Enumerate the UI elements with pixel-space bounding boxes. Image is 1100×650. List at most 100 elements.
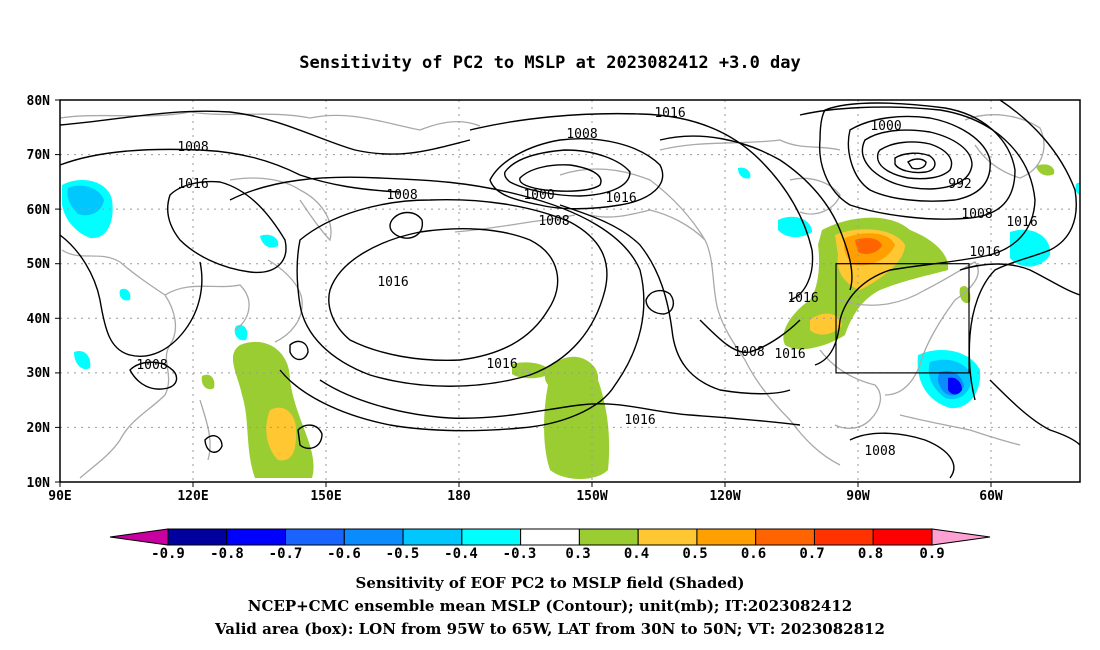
colorbar-segment — [755, 528, 815, 546]
contour-line — [861, 129, 973, 190]
colorbar-segment — [520, 528, 580, 546]
contour-label: 1016 — [787, 291, 818, 306]
colorbar-segment — [343, 528, 404, 546]
contour-line — [894, 152, 936, 174]
lon-label: 120E — [177, 489, 208, 504]
contour-line — [129, 361, 178, 390]
contour-label: 1000 — [523, 188, 554, 203]
colorbar-label: 0.3 — [565, 546, 590, 562]
lon-label: 150E — [310, 489, 341, 504]
caption-line-1: Sensitivity of EOF PC2 to MSLP field (Sh… — [356, 574, 745, 592]
colorbar-segment — [285, 528, 345, 546]
shade-negative-central-asia-core — [67, 185, 104, 216]
contour-line — [699, 319, 801, 354]
contour-label: 1008 — [961, 207, 992, 222]
contour-line — [876, 141, 953, 180]
colorbar-segment — [402, 528, 463, 546]
colorbar-segment — [813, 528, 874, 546]
contour-label: 1016 — [774, 347, 805, 362]
contour-label: 1008 — [386, 188, 417, 203]
colorbar-high-triangle — [931, 528, 991, 546]
coast-greenland — [964, 114, 1045, 179]
coast-north-america-west — [704, 239, 841, 466]
contour-line — [60, 234, 203, 357]
colorbar-label: -0.4 — [444, 546, 478, 562]
lat-label: 30N — [27, 366, 51, 381]
colorbar-segments — [167, 528, 933, 546]
shade-positive-small-3 — [1036, 164, 1055, 176]
colorbar-label: 0.4 — [624, 546, 649, 562]
coast-alaska — [559, 168, 706, 241]
contour-line — [959, 263, 1080, 296]
contour-line — [907, 158, 927, 170]
contour-label: 1008 — [136, 358, 167, 373]
coast-philippines — [199, 399, 211, 461]
colorbar-segment — [637, 528, 698, 546]
lat-label: 50N — [27, 257, 51, 272]
colorbar-label: -0.9 — [151, 546, 185, 562]
coast-okhotsk — [229, 177, 301, 191]
contour-line — [849, 432, 955, 479]
shade-negative-small-5 — [738, 167, 751, 179]
figure-title: Sensitivity of PC2 to MSLP at 2023082412… — [299, 53, 801, 73]
colorbar-label: -0.3 — [503, 546, 537, 562]
contour-line — [659, 135, 853, 291]
coast-caribbean — [899, 414, 1021, 446]
colorbar: -0.9 -0.8 -0.7 -0.6 -0.5 -0.4 -0.3 0.3 0… — [109, 528, 991, 562]
contour-line — [296, 198, 608, 387]
contour-label: 1016 — [1006, 215, 1037, 230]
contour-line — [204, 435, 223, 453]
contour-label: 1016 — [486, 357, 517, 372]
contour-line — [503, 149, 631, 197]
contour-line — [847, 115, 991, 202]
lon-label: 90W — [846, 489, 870, 504]
caption-line-2: NCEP+CMC ensemble mean MSLP (Contour); u… — [248, 597, 853, 615]
shade-negative-labrador — [1010, 229, 1051, 267]
lon-label: 180 — [447, 489, 471, 504]
lat-label: 70N — [27, 148, 51, 163]
contour-label: 1016 — [654, 106, 685, 121]
colorbar-segment — [461, 528, 522, 546]
lat-label: 10N — [27, 476, 51, 491]
contour-line — [297, 424, 323, 449]
colorbar-label: -0.8 — [210, 546, 244, 562]
shade-negative-small-1 — [74, 350, 91, 370]
colorbar-label: 0.9 — [919, 546, 944, 562]
contour-label: 1008 — [864, 444, 895, 459]
colorbar-segment — [578, 528, 639, 546]
contour-line — [519, 164, 602, 192]
gridlines — [60, 100, 1080, 482]
valid-area-box — [835, 263, 970, 374]
colorbar-label: -0.5 — [386, 546, 420, 562]
lon-label: 90E — [48, 489, 71, 504]
shade-negative-small-3 — [234, 324, 248, 341]
map-panel: 1016 1008 1000 992 1008 1016 1016 1016 1… — [27, 94, 1081, 504]
lat-label: 20N — [27, 421, 51, 436]
contour-label: 1008 — [566, 127, 597, 142]
contour-label: 1008 — [733, 345, 764, 360]
colorbar-segment — [226, 528, 287, 546]
contour-label: 1016 — [377, 275, 408, 290]
shade-positive-small-1 — [512, 362, 550, 379]
contour-line — [328, 228, 559, 362]
colorbar-segment — [167, 528, 228, 546]
colorbar-segment — [872, 528, 933, 546]
colorbar-low-triangle — [109, 528, 169, 546]
map-border — [59, 99, 1081, 483]
contour-line — [818, 102, 1016, 220]
contour-label: 992 — [948, 177, 971, 192]
coast-kamchatka — [299, 189, 332, 242]
contour-label: 1000 — [870, 119, 901, 134]
lat-label: 80N — [27, 94, 51, 109]
colorbar-label: -0.6 — [327, 546, 361, 562]
colorbar-label: 0.7 — [799, 546, 824, 562]
contour-label: 1016 — [624, 413, 655, 428]
lat-label: 40N — [27, 312, 51, 327]
contour-labels: 1016 1008 1000 992 1008 1016 1016 1016 1… — [136, 106, 1037, 459]
colorbar-labels: -0.9 -0.8 -0.7 -0.6 -0.5 -0.4 -0.3 0.3 0… — [151, 546, 945, 562]
contour-line — [799, 106, 1036, 366]
coast-japan — [267, 259, 303, 343]
colorbar-segment — [696, 528, 757, 546]
contour-line — [489, 138, 664, 210]
colorbar-label: -0.7 — [269, 546, 303, 562]
